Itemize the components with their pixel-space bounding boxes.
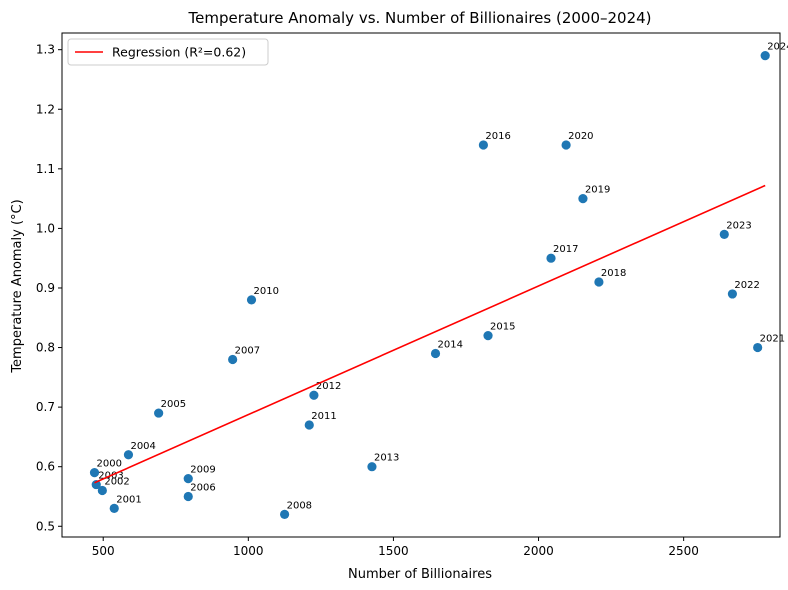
y-tick-label: 1.2 (36, 102, 55, 116)
point-label-2010: 2010 (254, 286, 279, 297)
y-axis-label: Temperature Anomaly (°C) (10, 199, 25, 373)
data-point-2000 (89, 468, 100, 478)
chart-title: Temperature Anomaly vs. Number of Billio… (187, 9, 651, 27)
legend: Regression (R²=0.62) (67, 38, 269, 66)
data-point-2009 (183, 474, 193, 484)
legend-regression-label: Regression (R²=0.62) (112, 45, 246, 60)
data-point-2010 (246, 295, 257, 305)
y-tick-label: 0.9 (36, 281, 55, 295)
data-point-2016 (478, 140, 488, 150)
y-tick-label: 0.7 (36, 400, 55, 414)
point-label-2022: 2022 (734, 280, 759, 291)
data-point-2003 (91, 479, 101, 490)
regression-line (94, 184, 766, 484)
point-label-2011: 2011 (311, 411, 336, 422)
data-point-2012 (309, 390, 319, 400)
data-points (89, 51, 770, 519)
point-label-2016: 2016 (485, 131, 510, 142)
x-tick-label: 1000 (233, 544, 264, 558)
point-label-2014: 2014 (438, 340, 463, 351)
point-label-2007: 2007 (235, 345, 260, 356)
data-point-2007 (228, 354, 238, 365)
data-point-2021 (753, 342, 763, 353)
data-point-2001 (109, 503, 119, 514)
data-point-2011 (304, 420, 314, 430)
x-tick-label: 2000 (523, 544, 554, 558)
y-tick-label: 0.6 (36, 460, 55, 474)
data-point-2015 (483, 331, 493, 341)
data-point-2024 (760, 51, 770, 61)
data-point-2006 (183, 491, 193, 502)
point-label-2001: 2001 (116, 494, 141, 505)
y-axis-ticks: 0.5 0.6 0.7 0.8 0.9 1.0 1.1 1.2 1.3 (36, 43, 62, 533)
x-axis-ticks: 500 1000 1500 2000 2500 (92, 537, 699, 558)
data-point-2005 (154, 408, 164, 418)
data-point-2018 (594, 277, 604, 287)
data-point-2022 (727, 289, 738, 299)
point-label-2023: 2023 (726, 220, 751, 231)
x-tick-label: 500 (92, 544, 115, 558)
data-point-2004 (123, 450, 134, 460)
point-label-2017: 2017 (553, 244, 578, 255)
point-label-2012: 2012 (316, 381, 341, 392)
legend-box (67, 38, 269, 66)
point-label-2005: 2005 (161, 399, 186, 410)
point-label-2019: 2019 (585, 185, 610, 196)
data-point-2008 (279, 509, 290, 519)
point-label-2020: 2020 (568, 131, 593, 142)
x-tick-label: 1500 (378, 544, 409, 558)
y-tick-label: 1.1 (36, 162, 55, 176)
y-tick-label: 1.3 (36, 43, 55, 57)
point-label-2009: 2009 (190, 465, 215, 476)
x-tick-label: 2500 (668, 544, 699, 558)
point-label-2004: 2004 (130, 441, 155, 452)
data-point-2023 (719, 229, 729, 239)
data-point-2020 (561, 140, 571, 150)
data-point-2002 (97, 485, 107, 496)
point-labels: 2000200120022003200420052006200720082009… (97, 42, 788, 512)
point-label-2013: 2013 (374, 453, 399, 464)
plot-frame (61, 32, 781, 538)
point-label-2021: 2021 (760, 334, 785, 345)
point-label-2015: 2015 (490, 322, 515, 333)
data-point-2014 (430, 348, 441, 359)
point-label-2006: 2006 (190, 482, 215, 493)
data-point-2019 (578, 194, 588, 204)
y-tick-label: 0.5 (36, 519, 55, 533)
point-label-2018: 2018 (601, 268, 626, 279)
point-label-2000: 2000 (97, 459, 122, 470)
x-axis-label: Number of Billionaires (348, 567, 492, 582)
point-label-2024: 2024 (767, 42, 788, 53)
data-point-2013 (367, 462, 377, 472)
point-label-2002: 2002 (104, 477, 129, 488)
y-tick-label: 1.0 (36, 221, 55, 235)
data-point-2017 (546, 253, 556, 263)
point-label-2008: 2008 (287, 500, 312, 511)
regression-line-group (94, 184, 766, 484)
y-tick-label: 0.8 (36, 341, 55, 355)
